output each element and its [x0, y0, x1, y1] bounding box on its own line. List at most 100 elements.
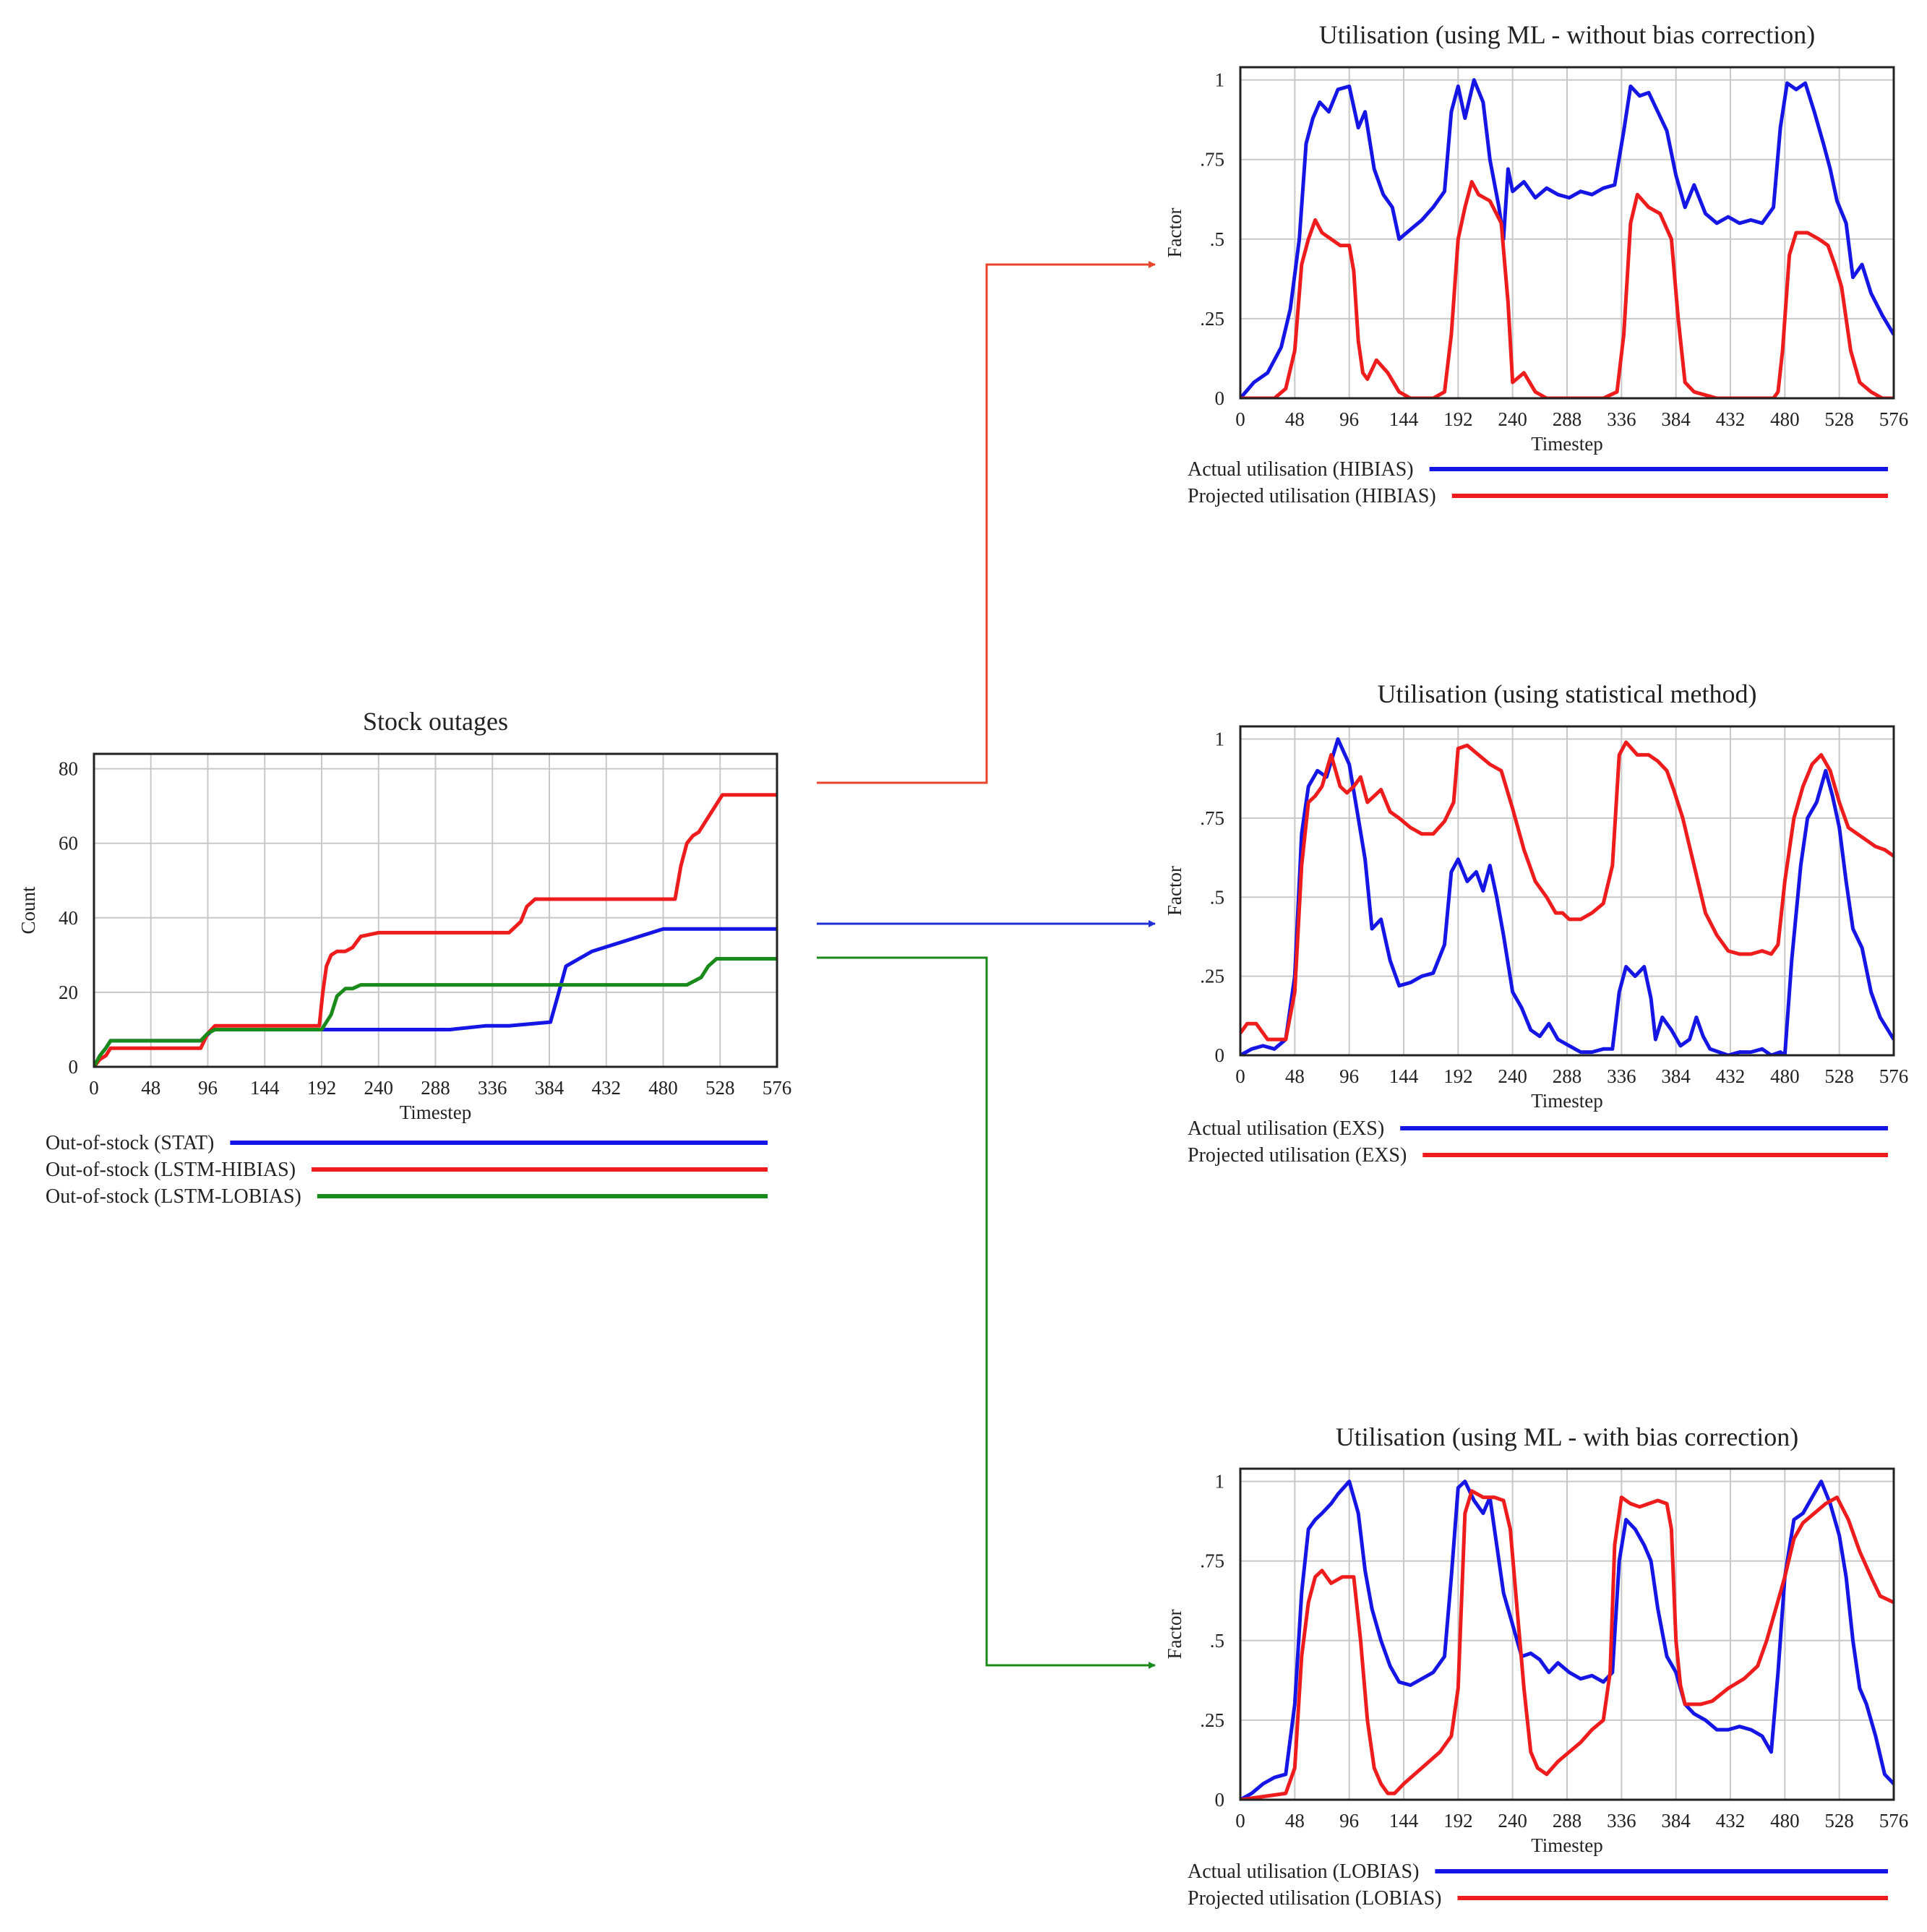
- y-tick-label: .75: [1200, 149, 1224, 171]
- series-line-3: [94, 957, 777, 1067]
- series-line-2: [1240, 740, 1894, 1042]
- x-tick-label: 336: [1607, 1065, 1636, 1087]
- x-tick-label: 240: [364, 1077, 394, 1099]
- x-tick-label: 96: [198, 1077, 218, 1099]
- chart-title: Utilisation (using statistical method): [1378, 679, 1757, 708]
- x-tick-label: 336: [1607, 408, 1636, 430]
- y-tick-label: .75: [1200, 1550, 1224, 1572]
- x-tick-label: 0: [1235, 1810, 1245, 1832]
- x-tick-label: 384: [535, 1077, 565, 1099]
- x-tick-label: 0: [1235, 1065, 1245, 1087]
- x-tick-label: 480: [1770, 1065, 1800, 1087]
- x-tick-label: 144: [1389, 1810, 1419, 1832]
- chart-utilisation-statistical: Utilisation (using statistical method) 0 4…: [1164, 679, 1908, 1167]
- legend-label: Projected utilisation (LOBIAS): [1188, 1887, 1442, 1910]
- y-tick-label: 1: [1215, 69, 1225, 91]
- x-tick-label: 528: [1824, 1065, 1854, 1087]
- y-tick-label: 0: [1215, 1789, 1225, 1811]
- y-tick-label: 20: [59, 982, 78, 1003]
- y-tick-label: 1: [1215, 729, 1225, 750]
- y-axis-label: Factor: [1164, 866, 1185, 916]
- y-tick-label: .5: [1210, 1630, 1224, 1652]
- chart-utilisation-hibias: Utilisation (using ML - without bias cor…: [1164, 20, 1908, 507]
- y-tick-label: 40: [59, 907, 78, 929]
- x-tick-label: 288: [421, 1077, 450, 1099]
- x-tick-label: 528: [705, 1077, 735, 1099]
- x-axis-label: Timestep: [1531, 1090, 1603, 1112]
- y-axis-label: Factor: [1164, 208, 1185, 258]
- y-tick-label: 0: [1215, 387, 1225, 409]
- series-line-1: [1240, 78, 1894, 398]
- x-tick-label: 576: [1879, 1810, 1909, 1832]
- x-tick-label: 288: [1553, 408, 1582, 430]
- series-line-2: [1240, 180, 1894, 398]
- x-tick-label: 288: [1553, 1810, 1582, 1832]
- legend-label: Projected utilisation (HIBIAS): [1188, 485, 1436, 507]
- x-tick-label: 384: [1661, 1810, 1691, 1832]
- x-tick-label: 336: [478, 1077, 507, 1099]
- x-tick-label: 192: [1443, 1810, 1473, 1832]
- series-line-1: [1240, 1480, 1894, 1800]
- legend-label: Actual utilisation (EXS): [1188, 1117, 1384, 1140]
- arrow-to-hibias-chart: [817, 261, 1156, 784]
- legend-label: Out-of-stock (LSTM-HIBIAS): [46, 1159, 296, 1181]
- x-tick-label: 576: [763, 1077, 792, 1099]
- x-tick-label: 48: [141, 1077, 160, 1099]
- x-tick-label: 432: [1716, 1810, 1746, 1832]
- x-tick-label: 96: [1339, 1065, 1359, 1087]
- x-tick-label: 144: [1389, 408, 1419, 430]
- legend-label: Out-of-stock (LSTM-LOBIAS): [46, 1185, 301, 1208]
- legend-label: Actual utilisation (HIBIAS): [1188, 458, 1414, 481]
- plot-frame: [1239, 66, 1895, 400]
- x-tick-label: 432: [1716, 408, 1746, 430]
- y-axis-label: Count: [17, 886, 39, 935]
- x-tick-label: 432: [592, 1077, 622, 1099]
- x-tick-label: 576: [1879, 1065, 1909, 1087]
- x-axis-label: Timestep: [1531, 433, 1603, 455]
- connector-arrows: [817, 261, 1156, 1669]
- x-tick-label: 0: [89, 1077, 99, 1099]
- x-tick-label: 48: [1285, 408, 1305, 430]
- arrow-to-lobias-chart: [817, 956, 1156, 1669]
- x-tick-label: 240: [1498, 1065, 1527, 1087]
- x-tick-label: 240: [1498, 1810, 1527, 1832]
- chart-title: Utilisation (using ML - with bias correc…: [1336, 1422, 1799, 1451]
- x-tick-label: 384: [1661, 408, 1691, 430]
- x-tick-label: 192: [307, 1077, 337, 1099]
- x-tick-label: 480: [1770, 1810, 1800, 1832]
- x-tick-label: 336: [1607, 1810, 1636, 1832]
- x-tick-label: 480: [648, 1077, 678, 1099]
- y-tick-label: .25: [1200, 966, 1224, 987]
- chart-title: Utilisation (using ML - without bias cor…: [1319, 20, 1816, 49]
- y-tick-label: .25: [1200, 308, 1224, 330]
- y-tick-label: .5: [1210, 886, 1224, 908]
- x-tick-label: 432: [1716, 1065, 1746, 1087]
- legend-label: Actual utilisation (LOBIAS): [1188, 1860, 1419, 1883]
- x-tick-label: 240: [1498, 408, 1527, 430]
- x-tick-label: 480: [1770, 408, 1800, 430]
- plot-frame: [1239, 1467, 1895, 1801]
- y-tick-label: 60: [59, 833, 78, 854]
- x-tick-label: 96: [1339, 1810, 1359, 1832]
- legend-label: Projected utilisation (EXS): [1188, 1144, 1407, 1167]
- x-tick-label: 576: [1879, 408, 1909, 430]
- series-line-2: [1240, 1489, 1894, 1800]
- series-line-1: [1240, 737, 1894, 1055]
- x-tick-label: 288: [1553, 1065, 1582, 1087]
- x-tick-label: 48: [1285, 1810, 1305, 1832]
- x-tick-label: 528: [1824, 408, 1854, 430]
- y-axis-label: Factor: [1164, 1610, 1185, 1660]
- y-tick-label: 80: [59, 758, 78, 780]
- chart-utilisation-lobias: Utilisation (using ML - with bias correc…: [1164, 1422, 1908, 1910]
- x-tick-label: 528: [1824, 1810, 1854, 1832]
- y-tick-label: 0: [1215, 1044, 1225, 1066]
- x-tick-label: 192: [1443, 408, 1473, 430]
- x-tick-label: 48: [1285, 1065, 1305, 1087]
- x-axis-label: Timestep: [400, 1102, 472, 1123]
- x-tick-label: 144: [1389, 1065, 1419, 1087]
- y-tick-label: .25: [1200, 1709, 1224, 1731]
- x-tick-label: 192: [1443, 1065, 1473, 1087]
- x-tick-label: 96: [1339, 408, 1359, 430]
- y-tick-label: .5: [1210, 228, 1224, 250]
